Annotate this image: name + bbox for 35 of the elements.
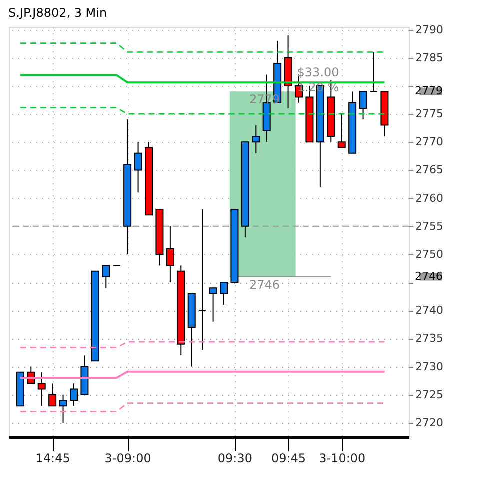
candlestick: [220, 282, 228, 306]
candlestick: [59, 394, 68, 424]
y-tick-label: 2725: [416, 388, 444, 402]
candlestick: [48, 383, 57, 407]
candlestick: [370, 52, 378, 92]
candlestick: [359, 91, 368, 120]
x-tick-label: 09:30: [218, 452, 253, 466]
y-tick-label: 2790: [416, 23, 444, 36]
y-tick-label: 2755: [416, 220, 444, 233]
annotation: 2746: [249, 278, 280, 292]
x-tick-label: 3-09:00: [104, 452, 152, 466]
y-tick-label: 2750: [416, 248, 444, 261]
y-tick-label: 2735: [416, 332, 444, 346]
candlestick: [166, 226, 174, 284]
y-tick-label: 2720: [416, 416, 444, 430]
candlestick: [338, 114, 346, 148]
y-tick-label: 2770: [416, 136, 444, 149]
candlestick: [209, 288, 218, 322]
candlestick: [252, 124, 260, 154]
candlestick: [134, 142, 142, 194]
y-tick-label: 2740: [416, 304, 444, 318]
candlestick: [70, 383, 78, 407]
chart-title: S.JP.J8802, 3 Min: [8, 6, 108, 20]
candlestick: [102, 265, 110, 289]
x-tick-label: 14:45: [36, 452, 70, 466]
x-tick-label: 09:45: [271, 452, 306, 466]
y-tick-label: 2730: [416, 360, 444, 374]
y-tick-label: 2760: [416, 192, 444, 205]
candlestick: [198, 209, 207, 350]
annotation: $33.00: [297, 65, 340, 80]
y-tick-label: 2765: [416, 164, 444, 177]
y-tick-label: 2775: [416, 108, 444, 121]
y-tick-label: 2785: [416, 51, 444, 64]
candlestick: [38, 372, 46, 407]
x-tick-label: 3-10:00: [319, 452, 366, 466]
